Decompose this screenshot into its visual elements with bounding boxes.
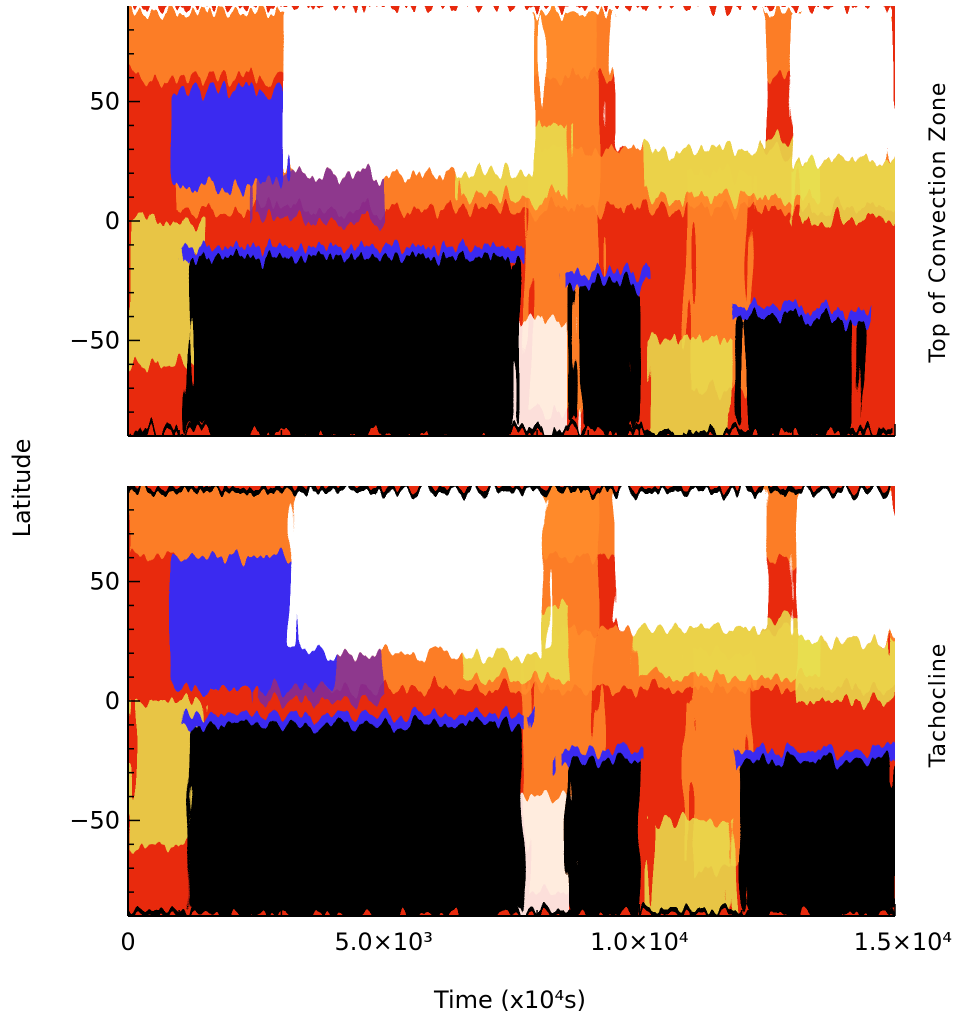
panel-tachocline bbox=[128, 486, 895, 916]
heatmap-edge-north bbox=[128, 6, 895, 12]
y-tick-label: 50 bbox=[89, 88, 120, 116]
axes-layer: 50 0 −50 50 0 −50 0 5.0×10³ 1.0×10⁴ 1.5×10⁴ bbox=[69, 6, 952, 956]
heatmap-cell bbox=[649, 820, 732, 912]
y-tick-label: 0 bbox=[105, 207, 120, 235]
x-tick-label: 1.0×10⁴ bbox=[590, 928, 688, 956]
x-tick-label: 1.5×10⁴ bbox=[854, 928, 952, 956]
x-tick-label: 5.0×10³ bbox=[334, 928, 432, 956]
heatmap-edge-south bbox=[128, 910, 895, 916]
panel-top-convection-zone bbox=[128, 6, 895, 436]
heatmap-feature bbox=[572, 280, 640, 432]
heatmap-top bbox=[128, 6, 895, 436]
heatmap-cell bbox=[649, 340, 732, 432]
heatmap-cell bbox=[792, 161, 895, 221]
y-tick-label: 50 bbox=[89, 568, 120, 596]
heatmap-feature bbox=[567, 760, 640, 912]
heatmap-feature bbox=[291, 490, 548, 654]
heatmap-feature bbox=[613, 10, 768, 150]
x-tick-label: 0 bbox=[120, 928, 135, 956]
heatmap-feature bbox=[168, 89, 282, 186]
heatmap-cell bbox=[792, 641, 895, 701]
heatmap-feature bbox=[189, 724, 522, 912]
heatmap-feature bbox=[741, 760, 895, 912]
heatmap-edge-north bbox=[128, 486, 895, 492]
panel-label-bottom: Tachocline bbox=[926, 643, 951, 769]
panel-label-top: Top of Convection Zone bbox=[926, 82, 951, 364]
heatmap-edge-south bbox=[128, 430, 895, 436]
heatmap-feature bbox=[613, 490, 768, 630]
y-tick-label: −50 bbox=[69, 806, 120, 834]
heatmap-feature bbox=[168, 557, 333, 690]
heatmap-feature bbox=[741, 316, 860, 432]
x-axis-title: Time (x10⁴s) bbox=[433, 986, 586, 1014]
y-tick-label: 0 bbox=[105, 687, 120, 715]
heatmap-feature bbox=[792, 490, 895, 642]
heatmap-feature bbox=[189, 256, 517, 432]
y-tick-label: −50 bbox=[69, 326, 120, 354]
heatmap-tachocline bbox=[128, 486, 895, 916]
y-axis-title: Latitude bbox=[8, 439, 36, 538]
heatmap-feature bbox=[792, 10, 895, 162]
heatmap-feature bbox=[281, 10, 538, 174]
